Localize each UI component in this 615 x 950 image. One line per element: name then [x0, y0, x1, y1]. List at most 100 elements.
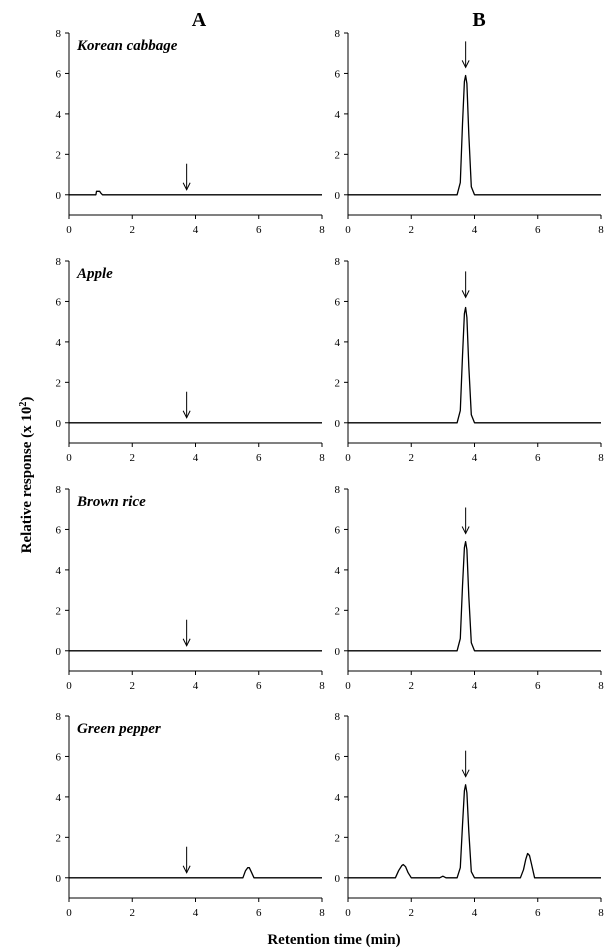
panel-label: Brown rice	[76, 494, 146, 510]
column-label-a: A	[192, 9, 207, 31]
y-tick-label: 8	[335, 484, 341, 496]
x-tick-label: 0	[66, 907, 72, 919]
x-tick-label: 2	[409, 680, 415, 692]
y-tick-label: 2	[56, 832, 62, 844]
x-tick-label: 4	[472, 452, 478, 464]
y-tick-label: 4	[335, 337, 341, 349]
x-tick-label: 8	[598, 680, 604, 692]
y-axis-title-end: )	[19, 397, 35, 402]
x-tick-label: 2	[409, 452, 415, 464]
x-tick-label: 0	[66, 680, 72, 692]
x-tick-label: 8	[319, 452, 325, 464]
x-tick-label: 2	[130, 224, 136, 236]
y-axis-title-superscript: 2	[18, 402, 29, 407]
y-tick-label: 8	[335, 28, 341, 40]
panel-label: Korean cabbage	[76, 38, 178, 54]
x-tick-label: 2	[409, 907, 415, 919]
y-axis-title-main: Relative response (x 10	[19, 407, 35, 554]
y-tick-label: 2	[335, 605, 341, 617]
y-tick-label: 4	[56, 565, 62, 577]
x-tick-label: 4	[472, 680, 478, 692]
y-tick-label: 8	[56, 484, 62, 496]
chromatogram-trace	[348, 784, 601, 879]
panel-brown-rice-a: 0 2 4 6 8 0 2 4 6 8 Brown rice	[56, 484, 326, 692]
x-tick-label: 4	[193, 907, 199, 919]
panel-green-pepper-a: 0 2 4 6 8 0 2 4 6 8 Green pepper	[56, 711, 326, 919]
x-tick-label: 6	[535, 452, 541, 464]
x-tick-label: 4	[193, 224, 199, 236]
y-tick-label: 0	[335, 646, 341, 658]
y-tick-label: 6	[56, 751, 62, 763]
y-tick-label: 0	[335, 418, 341, 430]
panel-apple-a: 0 2 4 6 8 0 2 4 6 8 Apple	[56, 256, 326, 464]
x-tick-label: 2	[130, 680, 136, 692]
y-tick-label: 4	[56, 792, 62, 804]
x-tick-label: 6	[535, 224, 541, 236]
x-tick-label: 2	[409, 224, 415, 236]
y-tick-label: 6	[335, 524, 341, 536]
x-tick-label: 8	[598, 907, 604, 919]
x-tick-label: 2	[130, 907, 136, 919]
y-tick-label: 8	[335, 711, 341, 723]
y-tick-label: 6	[335, 68, 341, 80]
x-tick-label: 4	[193, 452, 199, 464]
x-tick-label: 8	[598, 224, 604, 236]
panel-korean-cabbage-a: 0 2 4 6 8 0 2 4 6 8 Korean cabbage	[56, 28, 326, 236]
analyte-arrow-icon	[461, 60, 470, 69]
y-tick-label: 8	[56, 28, 62, 40]
x-tick-label: 6	[256, 224, 262, 236]
x-tick-label: 8	[598, 452, 604, 464]
x-tick-label: 4	[193, 680, 199, 692]
x-tick-label: 8	[319, 907, 325, 919]
y-tick-label: 8	[335, 256, 341, 268]
y-tick-label: 2	[335, 149, 341, 161]
x-tick-label: 0	[345, 907, 351, 919]
y-tick-label: 4	[56, 337, 62, 349]
x-tick-label: 0	[345, 224, 351, 236]
chromatogram-trace	[69, 867, 322, 879]
y-tick-label: 6	[56, 296, 62, 308]
analyte-arrow-icon	[182, 410, 191, 419]
analyte-arrow-icon	[182, 182, 191, 191]
y-axis-title: Relative response (x 102)	[18, 397, 36, 554]
y-tick-label: 6	[56, 68, 62, 80]
y-tick-label: 0	[335, 873, 341, 885]
x-axis-title: Retention time (min)	[267, 932, 400, 948]
x-tick-label: 4	[472, 907, 478, 919]
y-tick-label: 4	[335, 109, 341, 121]
analyte-arrow-icon	[182, 865, 191, 874]
y-tick-label: 8	[56, 256, 62, 268]
y-tick-label: 6	[56, 524, 62, 536]
x-tick-label: 6	[256, 680, 262, 692]
analyte-arrow-icon	[461, 769, 470, 778]
x-tick-label: 6	[256, 907, 262, 919]
y-tick-label: 2	[56, 377, 62, 389]
y-tick-label: 8	[56, 711, 62, 723]
x-tick-label: 8	[319, 680, 325, 692]
x-tick-label: 0	[66, 224, 72, 236]
x-tick-label: 2	[130, 452, 136, 464]
column-label-b: B	[472, 9, 485, 31]
y-tick-label: 0	[56, 873, 62, 885]
panel-korean-cabbage-b: 0 2 4 6 8 0 2 4 6 8	[335, 28, 605, 236]
y-tick-label: 4	[335, 565, 341, 577]
x-tick-label: 0	[345, 452, 351, 464]
x-tick-label: 0	[66, 452, 72, 464]
x-tick-label: 6	[256, 452, 262, 464]
panel-label: Green pepper	[77, 721, 161, 737]
y-tick-label: 2	[56, 149, 62, 161]
y-tick-label: 2	[56, 605, 62, 617]
y-tick-label: 2	[335, 832, 341, 844]
y-tick-label: 4	[56, 109, 62, 121]
y-tick-label: 0	[56, 646, 62, 658]
chromatogram-trace	[348, 306, 601, 424]
x-tick-label: 8	[319, 224, 325, 236]
panel-brown-rice-b: 0 2 4 6 8 0 2 4 6 8	[335, 484, 605, 692]
panel-apple-b: 0 2 4 6 8 0 2 4 6 8	[335, 256, 605, 464]
y-tick-label: 6	[335, 296, 341, 308]
x-tick-label: 6	[535, 680, 541, 692]
y-tick-label: 6	[335, 751, 341, 763]
x-tick-label: 0	[345, 680, 351, 692]
